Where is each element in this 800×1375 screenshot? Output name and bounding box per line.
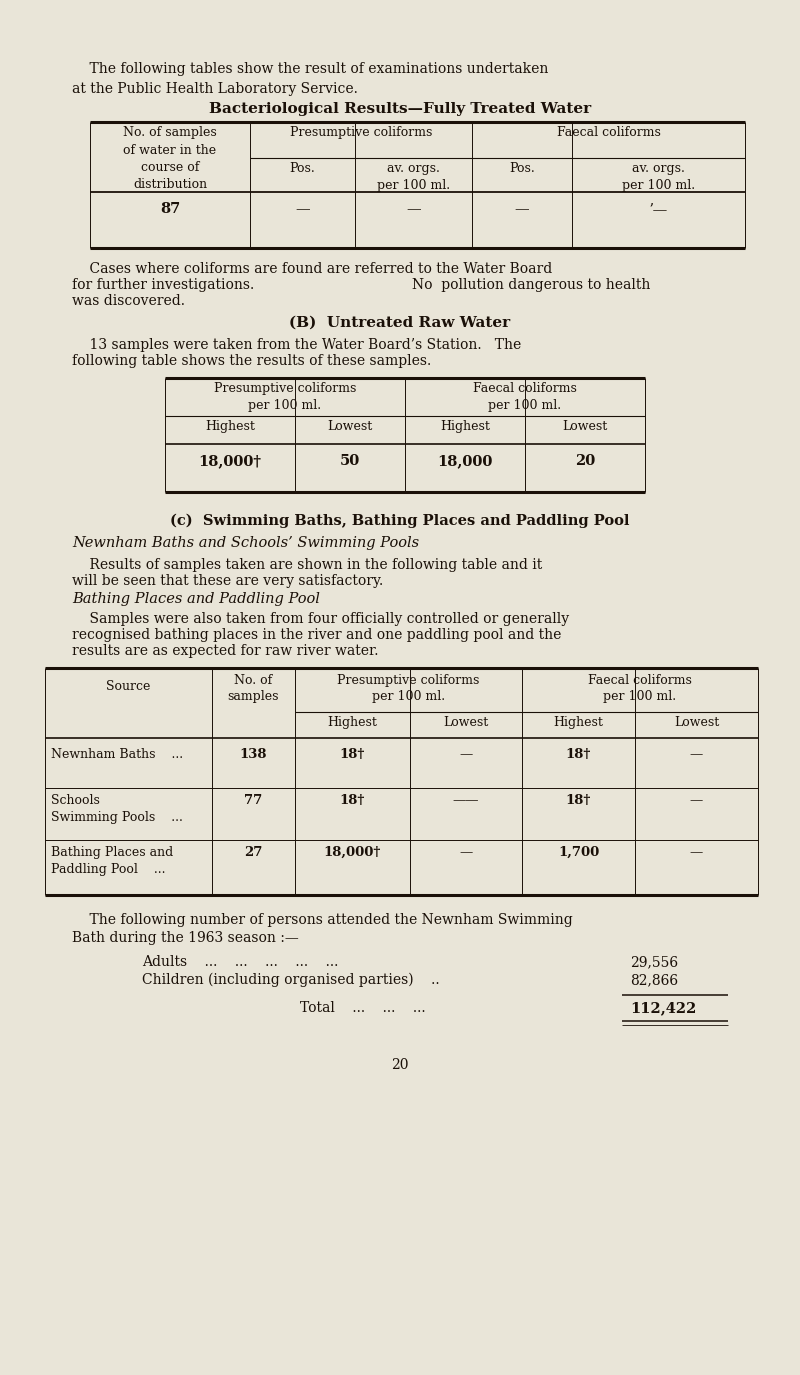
Text: Newnham Baths    ...: Newnham Baths ... xyxy=(51,748,183,760)
Text: The following number of persons attended the Newnham Swimming: The following number of persons attended… xyxy=(72,913,573,927)
Text: 50: 50 xyxy=(340,454,360,468)
Text: 77: 77 xyxy=(244,793,262,807)
Text: Bath during the 1963 season :—: Bath during the 1963 season :— xyxy=(72,931,298,945)
Text: Children (including organised parties)    ..: Children (including organised parties) .… xyxy=(142,974,440,987)
Text: results are as expected for raw river water.: results are as expected for raw river wa… xyxy=(72,644,378,659)
Text: Pos.: Pos. xyxy=(509,162,535,175)
Text: 29,556: 29,556 xyxy=(630,956,678,969)
Text: 18†: 18† xyxy=(340,748,365,760)
Text: will be seen that these are very satisfactory.: will be seen that these are very satisfa… xyxy=(72,573,383,588)
Text: 1,700: 1,700 xyxy=(558,846,599,859)
Text: 20: 20 xyxy=(575,454,595,468)
Text: —: — xyxy=(295,202,310,216)
Text: 13 samples were taken from the Water Board’s Station.   The: 13 samples were taken from the Water Boa… xyxy=(72,338,522,352)
Text: Faecal coliforms
per 100 ml.: Faecal coliforms per 100 ml. xyxy=(473,382,577,411)
Text: Bathing Places and
Paddling Pool    ...: Bathing Places and Paddling Pool ... xyxy=(51,846,174,876)
Text: —: — xyxy=(514,202,530,216)
Text: Schools
Swimming Pools    ...: Schools Swimming Pools ... xyxy=(51,793,183,824)
Text: ——: —— xyxy=(453,793,479,807)
Text: No. of
samples: No. of samples xyxy=(228,674,279,704)
Text: Highest: Highest xyxy=(440,419,490,433)
Text: —: — xyxy=(406,202,421,216)
Text: The following tables show the result of examinations undertaken: The following tables show the result of … xyxy=(72,62,548,76)
Text: (B)  Untreated Raw Water: (B) Untreated Raw Water xyxy=(290,316,510,330)
Text: Lowest: Lowest xyxy=(562,419,608,433)
Text: Bathing Places and Paddling Pool: Bathing Places and Paddling Pool xyxy=(72,593,320,606)
Text: —: — xyxy=(459,846,473,859)
Text: was discovered.: was discovered. xyxy=(72,294,185,308)
Text: 27: 27 xyxy=(244,846,262,859)
Text: —: — xyxy=(459,748,473,760)
Text: following table shows the results of these samples.: following table shows the results of the… xyxy=(72,353,431,368)
Text: av. orgs.
per 100 ml.: av. orgs. per 100 ml. xyxy=(377,162,450,191)
Text: Pos.: Pos. xyxy=(290,162,315,175)
Text: 18,000†: 18,000† xyxy=(198,454,262,468)
Text: for further investigations.: for further investigations. xyxy=(72,278,254,292)
Text: Adults    ...    ...    ...    ...    ...: Adults ... ... ... ... ... xyxy=(142,956,338,969)
Text: 82,866: 82,866 xyxy=(630,974,678,987)
Text: No. of samples
of water in the
course of
distribution: No. of samples of water in the course of… xyxy=(123,126,217,191)
Text: Results of samples taken are shown in the following table and it: Results of samples taken are shown in th… xyxy=(72,558,542,572)
Text: ʼ—: ʼ— xyxy=(649,202,668,216)
Text: Faecal coliforms: Faecal coliforms xyxy=(557,126,661,139)
Text: Presumptive coliforms
per 100 ml.: Presumptive coliforms per 100 ml. xyxy=(338,674,480,704)
Text: 87: 87 xyxy=(160,202,180,216)
Text: Lowest: Lowest xyxy=(327,419,373,433)
Text: Newnham Baths and Schools’ Swimming Pools: Newnham Baths and Schools’ Swimming Pool… xyxy=(72,536,419,550)
Text: Highest: Highest xyxy=(327,716,378,729)
Text: Presumptive coliforms: Presumptive coliforms xyxy=(290,126,432,139)
Text: 18,000: 18,000 xyxy=(438,454,493,468)
Text: Source: Source xyxy=(106,681,150,693)
Text: Highest: Highest xyxy=(554,716,603,729)
Text: recognised bathing places in the river and one paddling pool and the: recognised bathing places in the river a… xyxy=(72,628,562,642)
Text: 18,000†: 18,000† xyxy=(324,846,381,859)
Text: No  pollution dangerous to health: No pollution dangerous to health xyxy=(412,278,650,292)
Text: 18†: 18† xyxy=(566,793,591,807)
Text: —: — xyxy=(690,793,703,807)
Text: Samples were also taken from four officially controlled or generally: Samples were also taken from four offici… xyxy=(72,612,569,626)
Text: 112,422: 112,422 xyxy=(630,1001,696,1015)
Text: —: — xyxy=(690,748,703,760)
Text: Presumptive coliforms
per 100 ml.: Presumptive coliforms per 100 ml. xyxy=(214,382,356,411)
Text: 18†: 18† xyxy=(340,793,365,807)
Text: Highest: Highest xyxy=(205,419,255,433)
Text: Faecal coliforms
per 100 ml.: Faecal coliforms per 100 ml. xyxy=(588,674,692,704)
Text: 138: 138 xyxy=(240,748,267,760)
Text: av. orgs.
per 100 ml.: av. orgs. per 100 ml. xyxy=(622,162,695,191)
Text: Total    ...    ...    ...: Total ... ... ... xyxy=(300,1001,426,1015)
Text: 20: 20 xyxy=(391,1057,409,1072)
Text: Lowest: Lowest xyxy=(674,716,719,729)
Text: Bacteriological Results—Fully Treated Water: Bacteriological Results—Fully Treated Wa… xyxy=(209,102,591,116)
Text: —: — xyxy=(690,846,703,859)
Text: Cases where coliforms are found are referred to the Water Board: Cases where coliforms are found are refe… xyxy=(72,263,552,276)
Text: 18†: 18† xyxy=(566,748,591,760)
Text: Lowest: Lowest xyxy=(443,716,489,729)
Text: (c)  Swimming Baths, Bathing Places and Paddling Pool: (c) Swimming Baths, Bathing Places and P… xyxy=(170,514,630,528)
Text: at the Public Health Laboratory Service.: at the Public Health Laboratory Service. xyxy=(72,82,358,96)
